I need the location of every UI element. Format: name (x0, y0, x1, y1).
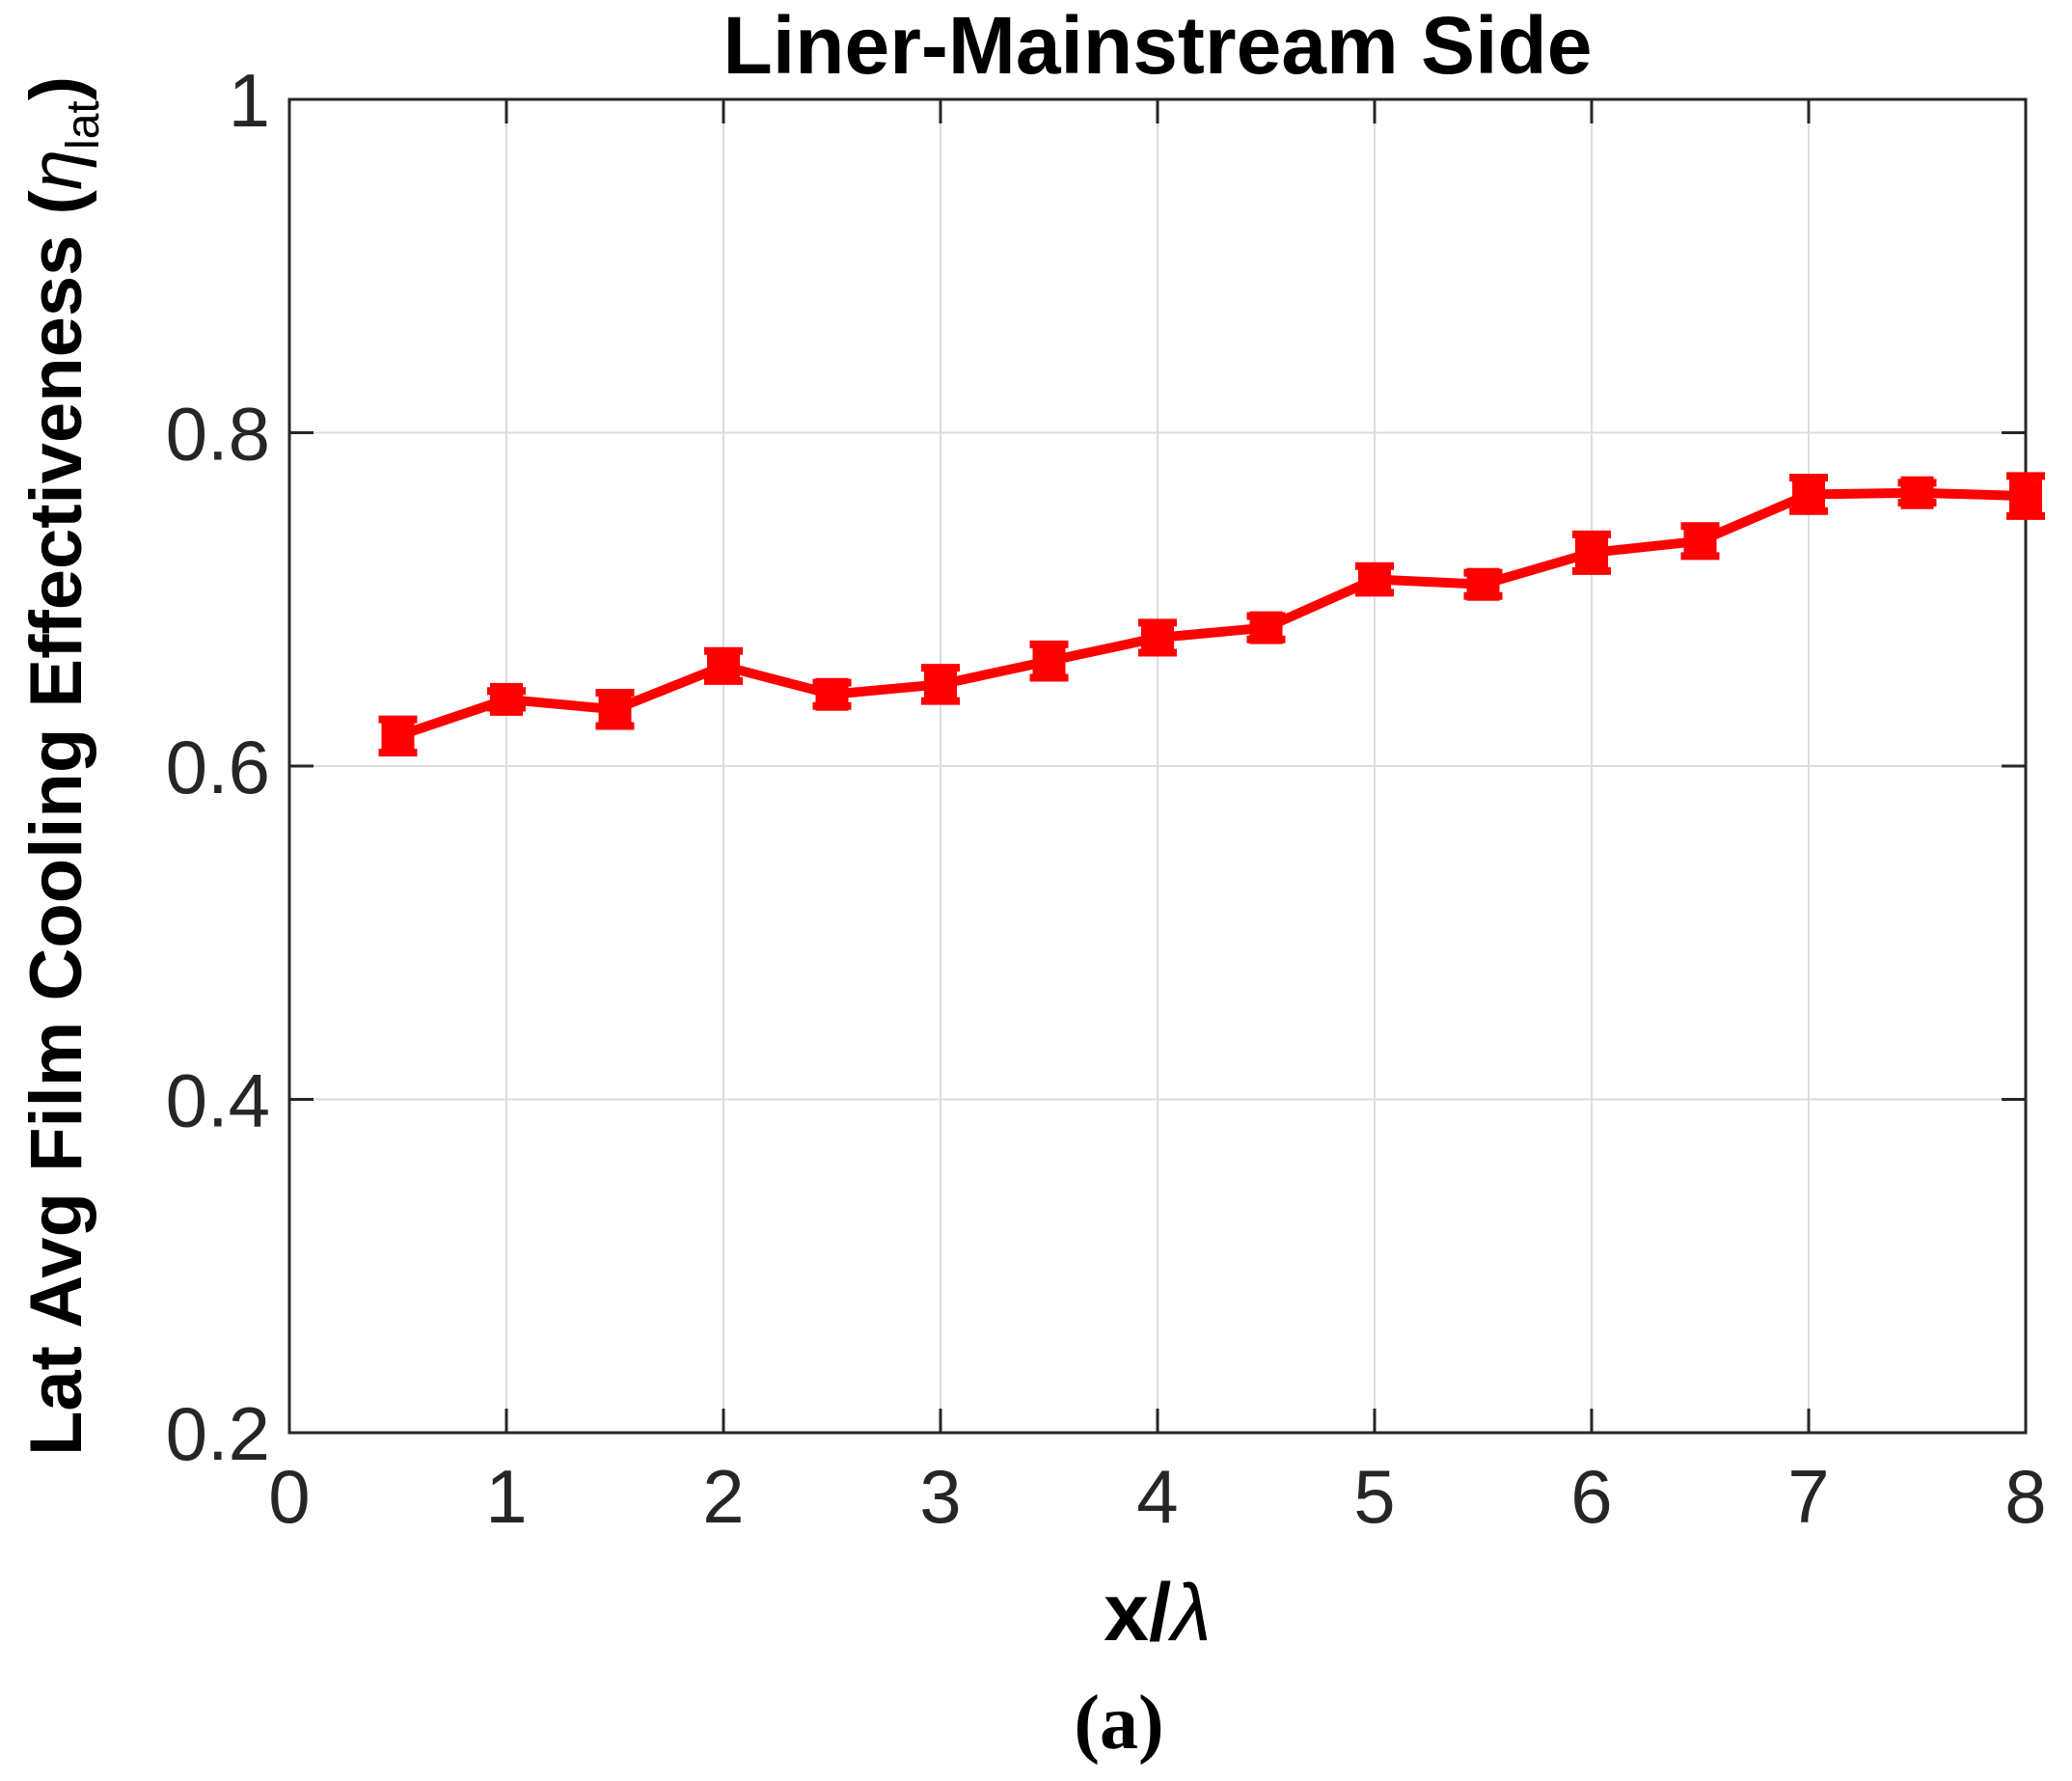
y-tick-label: 0.2 (166, 1391, 270, 1476)
data-point-marker (924, 668, 957, 701)
gridlines (289, 99, 2026, 1433)
lambda-symbol: λ (1167, 1567, 1211, 1658)
data-point-marker (1249, 611, 1283, 644)
data-point-marker (1466, 567, 1500, 601)
y-tick-label: 0.6 (166, 725, 270, 809)
x-tick-label: 8 (2004, 1454, 2046, 1539)
y-tick-label: 0.4 (166, 1058, 270, 1143)
data-point-marker (1575, 535, 1608, 569)
x-tick-label: 5 (1353, 1454, 1395, 1539)
data-point-marker (1683, 524, 1717, 558)
eta-symbol: η (15, 150, 97, 190)
x-tick-label: 2 (702, 1454, 744, 1539)
x-tick-label: 7 (1787, 1454, 1829, 1539)
y-axis-label: Lat Avg Film Cooling Effectiveness (ηlat… (15, 76, 109, 1456)
x-axis-label-text: x/ (1104, 1567, 1171, 1658)
eta-subscript: lat (58, 100, 109, 150)
data-line (395, 487, 2027, 741)
x-tick-label: 3 (919, 1454, 961, 1539)
data-point-marker (1792, 478, 1825, 511)
y-axis-label-text: Lat Avg Film Cooling Effectiveness ( (15, 189, 97, 1456)
data-point-marker (1141, 620, 1174, 654)
data-point-marker (1900, 476, 1934, 509)
data-markers (381, 476, 2042, 753)
data-point-marker (381, 719, 415, 753)
data-point-marker (815, 677, 849, 711)
x-axis-label: x/λ (1104, 1567, 1211, 1658)
y-tick-labels: 0.2 0.4 0.6 0.8 1 (166, 58, 270, 1476)
x-tick-label: 4 (1136, 1454, 1178, 1539)
plot-border-box (287, 97, 2028, 1435)
data-point-marker (598, 693, 632, 726)
data-point-marker (490, 682, 523, 716)
subfigure-caption: (a) (1074, 1681, 1163, 1766)
x-tick-labels: 0 1 2 3 4 5 6 7 8 (268, 1454, 2046, 1539)
data-point-marker (1358, 562, 1391, 596)
y-tick-label: 0.8 (166, 392, 270, 477)
y-axis-label-close-paren: ) (15, 76, 97, 100)
data-point-marker (707, 649, 740, 683)
chart-title: Liner-Mainstream Side (723, 0, 1593, 91)
data-point-marker (1032, 644, 1066, 678)
series-line (395, 487, 2027, 741)
x-tick-label: 6 (1570, 1454, 1612, 1539)
x-tick-label: 0 (268, 1454, 310, 1539)
x-tick-label: 1 (485, 1454, 527, 1539)
data-point-marker (2009, 480, 2042, 513)
y-tick-label: 1 (229, 58, 270, 143)
